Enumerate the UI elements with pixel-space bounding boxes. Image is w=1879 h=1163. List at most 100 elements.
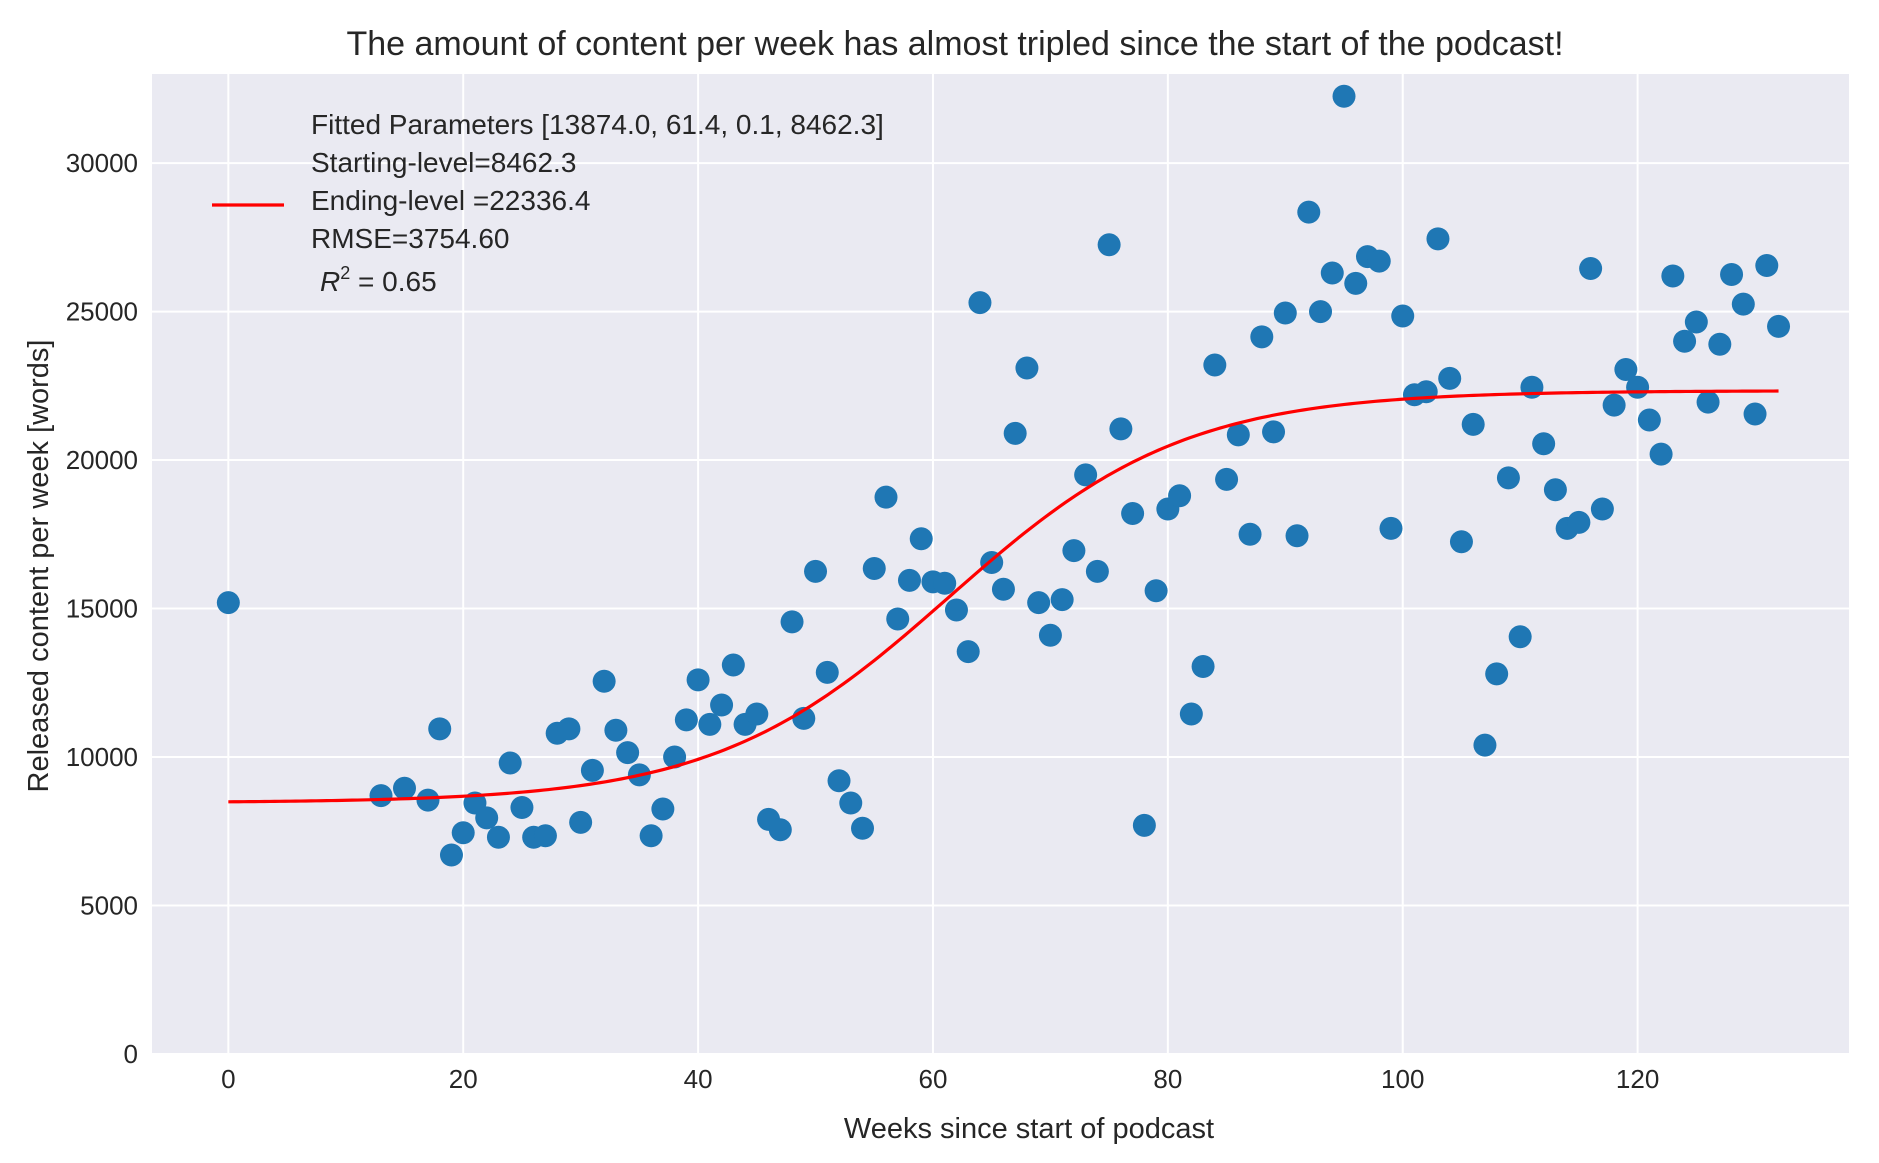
data-point xyxy=(1708,332,1732,356)
data-point xyxy=(674,708,698,732)
data-point xyxy=(616,741,640,765)
x-tick-label: 40 xyxy=(684,1064,713,1094)
data-point xyxy=(721,653,745,677)
data-point xyxy=(991,577,1015,601)
data-point xyxy=(416,788,440,812)
data-point xyxy=(1520,375,1544,399)
x-axis-label: Weeks since start of podcast xyxy=(844,1113,1214,1145)
data-point xyxy=(933,571,957,595)
data-point xyxy=(1684,310,1708,334)
grid-lines xyxy=(152,74,1849,1055)
data-point xyxy=(1414,380,1438,404)
legend: Fitted Parameters [13874.0, 61.4, 0.1, 8… xyxy=(212,109,884,297)
legend-r2-symbol: R xyxy=(320,266,340,297)
data-point xyxy=(1590,497,1614,521)
data-point xyxy=(1203,353,1227,377)
data-point xyxy=(1179,702,1203,726)
data-point xyxy=(1168,484,1192,508)
data-point xyxy=(1649,442,1673,466)
data-point xyxy=(1320,261,1344,285)
data-point xyxy=(851,816,875,840)
data-point xyxy=(874,485,898,509)
data-point xyxy=(897,568,921,592)
x-tick-label: 120 xyxy=(1616,1064,1659,1094)
data-point xyxy=(1614,357,1638,381)
data-point xyxy=(1238,522,1262,546)
data-point xyxy=(1332,84,1356,108)
data-point xyxy=(886,607,910,631)
data-point xyxy=(428,717,452,741)
data-point xyxy=(968,291,992,315)
data-point xyxy=(569,810,593,834)
data-point xyxy=(1215,467,1239,491)
data-point xyxy=(439,843,463,867)
data-point xyxy=(1449,530,1473,554)
legend-line-rmse: RMSE=3754.60 xyxy=(311,223,509,254)
data-point xyxy=(909,527,933,551)
data-point xyxy=(1461,412,1485,436)
data-point xyxy=(510,796,534,820)
data-point xyxy=(815,660,839,684)
data-point xyxy=(804,559,828,583)
y-tick-label: 25000 xyxy=(66,297,138,327)
data-point xyxy=(1132,813,1156,837)
fit-curve xyxy=(228,389,1779,804)
data-point xyxy=(1191,654,1215,678)
data-point xyxy=(1250,325,1274,349)
data-points xyxy=(216,84,1791,867)
data-point xyxy=(1367,249,1391,273)
data-point xyxy=(768,818,792,842)
data-point xyxy=(1626,375,1650,399)
y-tick-label: 20000 xyxy=(66,445,138,475)
data-point xyxy=(592,669,616,693)
data-point xyxy=(1344,271,1368,295)
data-point xyxy=(475,806,499,830)
data-point xyxy=(557,717,581,741)
data-point xyxy=(1121,502,1145,526)
data-point xyxy=(1637,408,1661,432)
data-point xyxy=(498,751,522,775)
data-point xyxy=(1074,463,1098,487)
x-tick-label: 0 xyxy=(221,1064,235,1094)
data-point xyxy=(956,640,980,664)
data-point xyxy=(1731,292,1755,316)
data-point xyxy=(216,591,240,615)
data-point xyxy=(1579,257,1603,281)
data-point xyxy=(392,776,416,800)
y-tick-label: 10000 xyxy=(66,742,138,772)
data-point xyxy=(1285,524,1309,548)
chart-title: The amount of content per week has almos… xyxy=(346,25,1563,63)
data-point xyxy=(1109,417,1133,441)
data-point xyxy=(780,610,804,634)
x-tick-label: 60 xyxy=(919,1064,948,1094)
data-point xyxy=(1062,539,1086,563)
data-point xyxy=(1543,478,1567,502)
data-point xyxy=(839,791,863,815)
data-point xyxy=(1473,733,1497,757)
data-point xyxy=(1496,466,1520,490)
data-point xyxy=(663,745,687,769)
data-point xyxy=(944,598,968,622)
data-point xyxy=(1391,304,1415,328)
data-point xyxy=(1085,559,1109,583)
data-point xyxy=(1309,300,1333,324)
data-point xyxy=(486,825,510,849)
data-point xyxy=(369,784,393,808)
data-point xyxy=(533,824,557,848)
y-axis-label: Released content per week [words] xyxy=(23,340,55,793)
data-point xyxy=(862,556,886,580)
data-point xyxy=(1755,254,1779,278)
data-point xyxy=(580,758,604,782)
data-point xyxy=(1661,264,1685,288)
x-tick-label: 100 xyxy=(1381,1064,1424,1094)
data-point xyxy=(1767,314,1791,338)
data-point xyxy=(745,702,769,726)
data-point xyxy=(1673,329,1697,353)
data-point xyxy=(1567,510,1591,534)
data-point xyxy=(1226,423,1250,447)
data-point xyxy=(1144,579,1168,603)
x-axis-ticks: 0 20 40 60 80 100 120 xyxy=(221,1064,1659,1094)
legend-line-r2: R2 = 0.65 xyxy=(320,263,437,297)
y-tick-label: 5000 xyxy=(80,891,138,921)
